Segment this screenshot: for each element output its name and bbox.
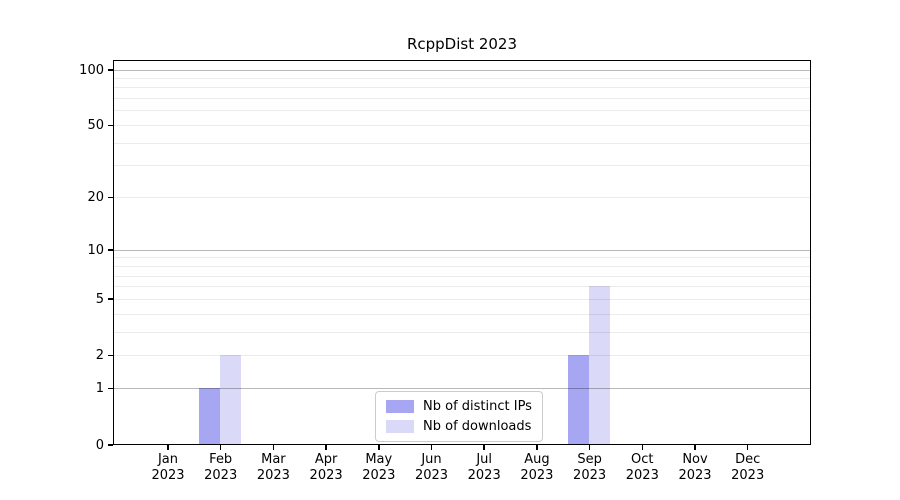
x-tick-label: Nov 2023 (660, 452, 730, 484)
x-tick-mark (325, 445, 327, 450)
gridline-major (114, 388, 810, 390)
x-tick-label: Dec 2023 (713, 452, 783, 484)
x-tick-mark (483, 445, 485, 450)
y-tick-label: 10 (87, 242, 104, 258)
bar (199, 387, 221, 444)
gridline-major (114, 69, 810, 71)
x-tick-label: Jul 2023 (449, 452, 519, 484)
x-tick-mark (378, 445, 380, 450)
x-tick-month: Sep (577, 452, 602, 467)
x-tick-label: Jan 2023 (133, 452, 203, 484)
bar (568, 354, 590, 444)
x-tick-month: Feb (209, 452, 233, 467)
legend-entry: Nb of distinct IPs (386, 399, 532, 414)
x-tick-mark (219, 445, 222, 450)
x-tick-label: Oct 2023 (607, 452, 677, 484)
y-tick-mark (108, 298, 113, 300)
x-tick-year: 2023 (731, 468, 765, 483)
x-tick-month: May (365, 452, 393, 467)
bar (220, 354, 242, 444)
gridline-minor (114, 355, 810, 357)
legend-swatch (386, 400, 414, 413)
gridline-minor (114, 125, 810, 127)
x-tick-month: Jul (476, 452, 493, 467)
x-tick-year: 2023 (678, 468, 712, 483)
x-tick-mark (588, 445, 591, 450)
x-tick-year: 2023 (309, 468, 343, 483)
x-tick-month: Apr (314, 452, 338, 467)
y-tick-mark (108, 354, 113, 357)
gridline-minor (114, 87, 810, 89)
x-tick-year: 2023 (151, 468, 185, 483)
gridline-minor (114, 98, 810, 100)
x-tick-mark (536, 445, 538, 450)
y-tick-mark (108, 69, 113, 71)
x-tick-year: 2023 (362, 468, 396, 483)
y-tick-mark (108, 196, 113, 199)
x-tick-label: Sep 2023 (555, 452, 625, 484)
gridline-minor (114, 257, 810, 259)
x-tick-month: Dec (735, 452, 761, 467)
gridline-minor (114, 313, 810, 315)
x-tick-year: 2023 (625, 468, 659, 483)
gridline-minor (114, 165, 810, 167)
x-tick-year: 2023 (414, 468, 449, 483)
y-tick-mark (108, 249, 113, 251)
gridline-minor (114, 275, 810, 277)
gridline-minor (114, 142, 810, 144)
x-tick-month: Nov (682, 452, 708, 467)
y-tick-label: 1 (95, 381, 104, 397)
gridline-minor (114, 265, 810, 267)
y-tick-label: 20 (87, 190, 104, 206)
gridline-minor (114, 197, 810, 199)
legend-swatch (386, 420, 414, 433)
legend: Nb of distinct IPs Nb of downloads (375, 391, 543, 442)
x-tick-mark (167, 445, 169, 450)
x-tick-label: May 2023 (344, 452, 414, 484)
gridline-minor (114, 298, 810, 300)
chart-title: RcppDist 2023 (406, 35, 518, 53)
x-tick-year: 2023 (256, 468, 290, 483)
x-tick-mark (430, 445, 433, 450)
x-tick-mark (746, 445, 749, 450)
y-tick-label: 0 (95, 437, 104, 453)
x-tick-mark (694, 445, 696, 450)
x-tick-month: Aug (524, 452, 550, 467)
x-tick-month: Jun (421, 452, 442, 467)
legend-label: Nb of distinct IPs (423, 399, 532, 414)
legend-entry: Nb of downloads (386, 419, 532, 434)
x-tick-year: 2023 (467, 468, 501, 483)
x-tick-month: Jan (157, 452, 179, 467)
gridline-minor (114, 331, 810, 333)
y-tick-mark (108, 444, 113, 446)
legend-label: Nb of downloads (423, 419, 532, 434)
x-tick-mark (641, 445, 644, 450)
gridline-minor (114, 110, 810, 112)
gridline-major (114, 249, 810, 251)
y-tick-label: 100 (79, 62, 104, 78)
gridline-minor (114, 77, 810, 79)
x-tick-year: 2023 (204, 468, 238, 483)
x-tick-year: 2023 (520, 468, 554, 483)
y-tick-label: 5 (95, 291, 104, 307)
x-tick-year: 2023 (573, 468, 607, 483)
gridline-minor (114, 286, 810, 288)
x-tick-label: Apr 2023 (291, 452, 361, 484)
bar (589, 285, 611, 444)
y-tick-mark (108, 387, 113, 390)
x-tick-label: Aug 2023 (502, 452, 572, 484)
x-tick-month: Oct (631, 452, 654, 467)
x-tick-mark (272, 445, 275, 450)
plot-area (113, 60, 811, 445)
y-tick-label: 2 (95, 348, 104, 364)
x-tick-month: Mar (261, 452, 286, 467)
x-tick-label: Feb 2023 (186, 452, 256, 484)
y-tick-label: 50 (87, 118, 104, 134)
x-tick-label: Jun 2023 (397, 452, 467, 484)
x-tick-label: Mar 2023 (238, 452, 308, 484)
y-tick-mark (108, 124, 113, 127)
